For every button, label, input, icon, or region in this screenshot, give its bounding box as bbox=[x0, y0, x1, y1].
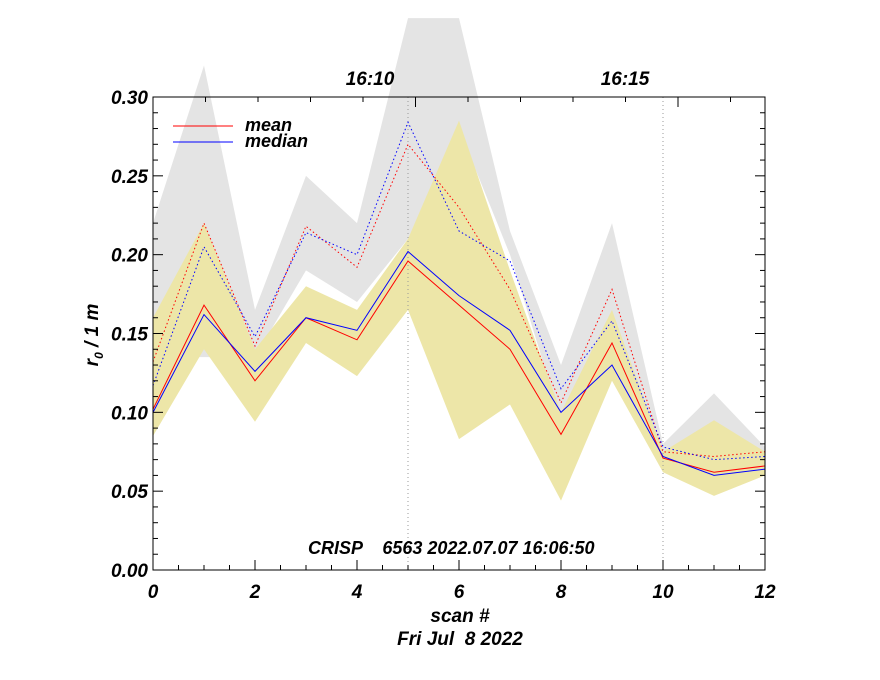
y-tick-label: 0.10 bbox=[111, 403, 148, 424]
tick-labels: 0.00 0.05 0.10 0.15 0.20 0.25 0.30 0 2 4 6 8 10 12 16:… bbox=[111, 69, 776, 603]
footer-date: Fri Jul 8 2022 bbox=[397, 629, 523, 650]
x-tick-label: 12 bbox=[754, 582, 776, 603]
y-tick-label: 0.15 bbox=[111, 325, 148, 346]
x-tick-label: 6 bbox=[454, 582, 465, 603]
series-line-median-upper bbox=[152, 120, 766, 461]
x-axis-title: scan # bbox=[430, 606, 490, 627]
legend-label-median: median bbox=[245, 131, 308, 151]
y-tick-label: 0.25 bbox=[111, 167, 148, 188]
legend-label-mean: mean bbox=[245, 115, 292, 135]
y-axis-title-rest: / 1 m bbox=[82, 304, 103, 353]
time-marker-lines bbox=[407, 97, 664, 570]
y-tick-label: 0.20 bbox=[111, 246, 148, 267]
x-tick-label: 8 bbox=[556, 582, 567, 603]
legend: mean median bbox=[173, 115, 308, 151]
time-marker-label: 16:10 bbox=[346, 69, 395, 90]
x-tick-label: 10 bbox=[652, 582, 674, 603]
svg-text:r0 / 1 m: r0 / 1 m bbox=[82, 304, 106, 367]
y-tick-label: 0.30 bbox=[111, 88, 148, 109]
range-bands bbox=[153, 18, 765, 501]
series-line-mean bbox=[152, 260, 766, 473]
y-axis-title: r0 / 1 m bbox=[82, 304, 106, 367]
y-axis-title-main: r bbox=[82, 357, 103, 366]
data-series bbox=[152, 120, 766, 476]
instrument-annotation: CRISP 6563 2022.07.07 16:06:50 bbox=[308, 538, 595, 558]
x-tick-label: 4 bbox=[351, 582, 363, 603]
axis-ticks bbox=[152, 96, 766, 571]
series-line-mean-upper bbox=[152, 143, 766, 457]
series-line-median bbox=[152, 250, 766, 476]
x-tick-label: 2 bbox=[249, 582, 261, 603]
y-tick-label: 0.00 bbox=[111, 561, 148, 582]
band-lower-range bbox=[153, 120, 765, 501]
y-tick-label: 0.05 bbox=[111, 482, 148, 503]
x-tick-label: 0 bbox=[148, 582, 159, 603]
y-axis-title-sub: 0 bbox=[92, 352, 106, 359]
time-marker-label: 16:15 bbox=[601, 69, 650, 90]
band-upper-range bbox=[153, 18, 765, 457]
